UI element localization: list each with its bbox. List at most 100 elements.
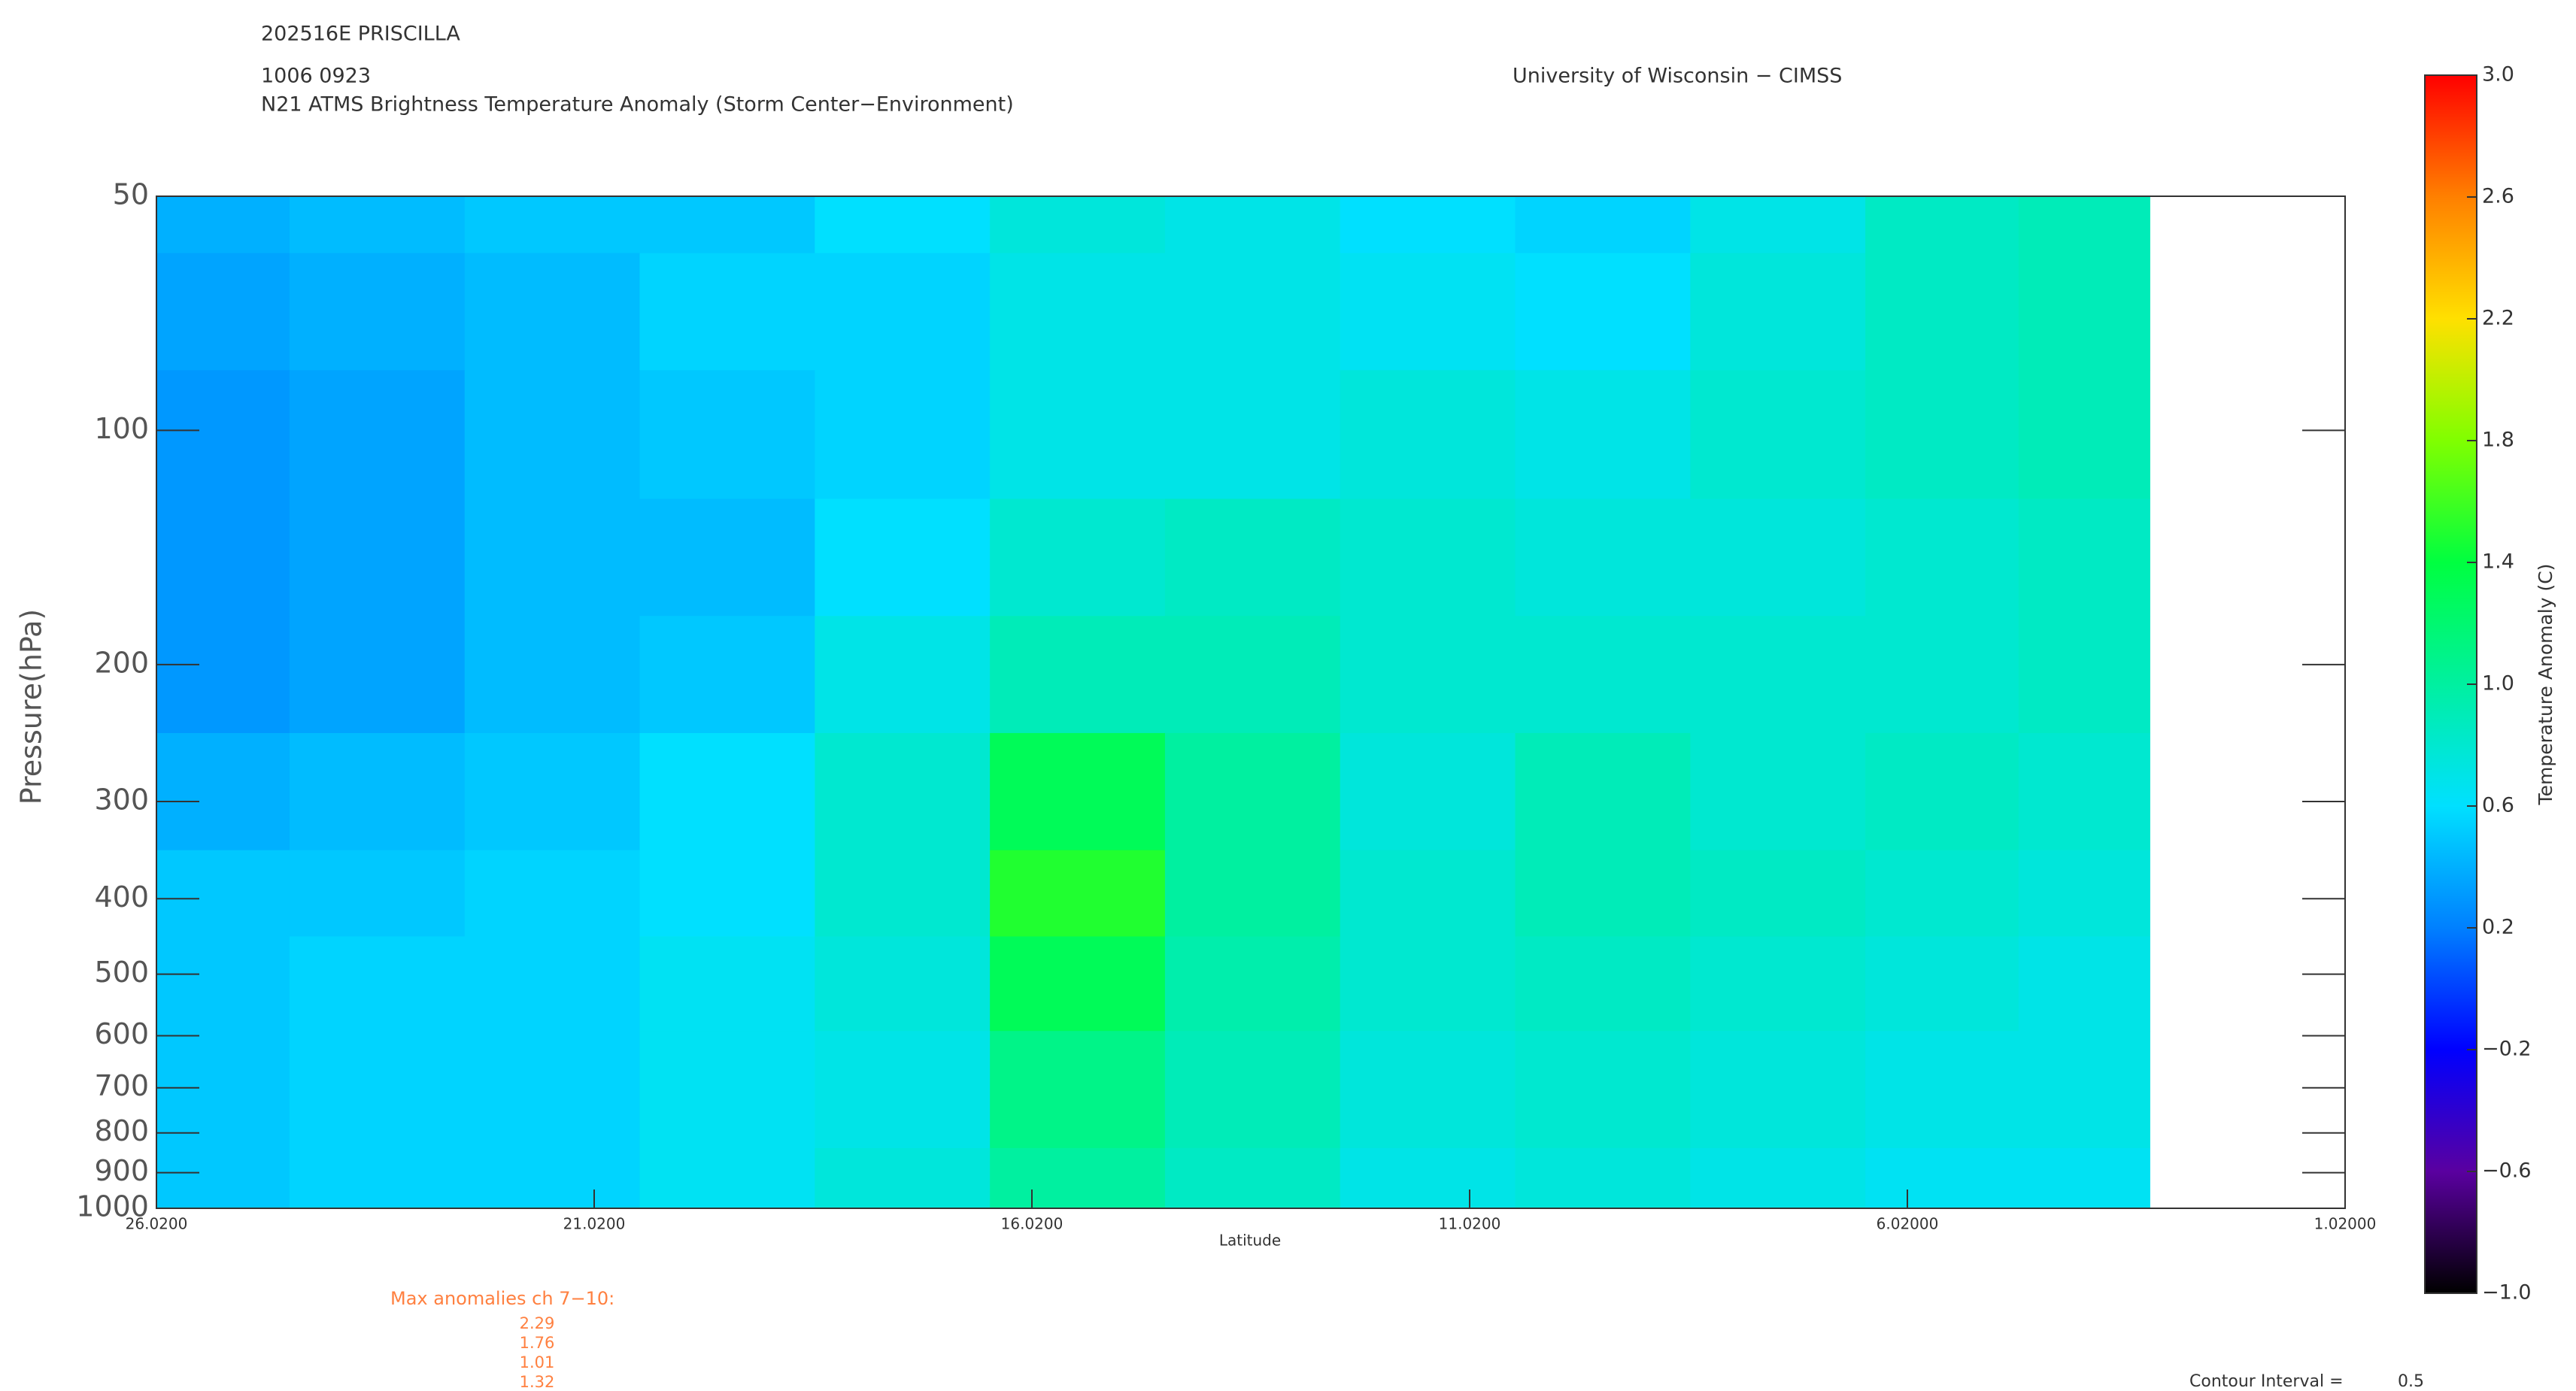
cell	[1340, 1147, 1516, 1209]
colorbar-tick-label: 1.4	[2482, 550, 2514, 574]
cell	[1865, 936, 2019, 1032]
cell	[1515, 1031, 1691, 1149]
x-axis-label: Latitude	[1219, 1232, 1281, 1250]
cell	[1865, 253, 2019, 371]
colorbar-tick-label: −0.6	[2482, 1159, 2532, 1183]
y-tick-label: 300	[94, 783, 149, 817]
y-tick-label: 100	[94, 412, 149, 445]
cell	[2018, 370, 2150, 500]
x-tick-label: 21.0200	[563, 1215, 626, 1233]
storm: 202516E PRISCILLA	[261, 23, 460, 46]
x-tick-label: 6.02000	[1877, 1215, 1939, 1233]
cell	[1865, 616, 2019, 734]
cell	[1690, 616, 1866, 734]
cell	[289, 732, 466, 851]
cell	[156, 253, 290, 371]
cell	[1340, 732, 1516, 851]
cell	[464, 196, 641, 254]
y-tick-label: 50	[113, 178, 149, 211]
cell	[464, 253, 641, 371]
cell	[990, 1147, 1166, 1209]
cell	[2018, 499, 2150, 617]
cell	[990, 253, 1166, 371]
cell	[289, 616, 466, 734]
max-anomaly: 2.29	[520, 1314, 555, 1332]
cell	[1515, 732, 1691, 851]
x-tick-label: 26.0200	[126, 1215, 188, 1233]
cell	[1515, 499, 1691, 617]
cell	[1865, 1031, 2019, 1149]
cell	[464, 732, 641, 851]
cell	[990, 1031, 1166, 1149]
cell	[289, 1147, 466, 1209]
cell	[1340, 253, 1516, 371]
cell	[2018, 850, 2150, 937]
cell	[639, 616, 815, 734]
cell	[639, 1147, 815, 1209]
max-anomalies-title: Max anomalies ch 7−10:	[390, 1288, 614, 1309]
cell	[1340, 499, 1516, 617]
cell	[464, 616, 641, 734]
field	[156, 196, 2150, 1209]
cell	[815, 370, 991, 500]
colorbar-tick-label: −1.0	[2482, 1281, 2532, 1305]
cell	[464, 1147, 641, 1209]
cell	[815, 936, 991, 1032]
cell	[1690, 253, 1866, 371]
cell	[815, 1147, 991, 1209]
y-tick-label: 1000	[76, 1190, 149, 1223]
cell	[1690, 499, 1866, 617]
cell	[639, 196, 815, 254]
max-anomaly: 1.76	[520, 1334, 555, 1352]
x-tick-label: 11.0200	[1439, 1215, 1501, 1233]
cell	[815, 196, 991, 254]
cell	[156, 850, 290, 937]
cell	[990, 936, 1166, 1032]
cell	[1164, 1147, 1341, 1209]
cell	[1865, 732, 2019, 851]
cell	[1340, 616, 1516, 734]
cell	[1515, 936, 1691, 1032]
cell	[2018, 616, 2150, 734]
cell	[156, 196, 290, 254]
cell	[1340, 1031, 1516, 1149]
y-tick-label: 800	[94, 1114, 149, 1147]
cell	[1690, 1147, 1866, 1209]
cell	[639, 850, 815, 937]
colorbar-tick-label: 2.6	[2482, 185, 2514, 208]
cell	[1340, 850, 1516, 937]
max-anomaly: 1.32	[520, 1373, 555, 1391]
cell	[289, 1031, 466, 1149]
cell	[1340, 196, 1516, 254]
colorbar-tick-label: 0.2	[2482, 916, 2514, 939]
cell	[1690, 370, 1866, 500]
cell	[464, 370, 641, 500]
cell	[1515, 616, 1691, 734]
cell	[990, 499, 1166, 617]
cell	[815, 616, 991, 734]
colorbar-label: Temperature Anomaly (C)	[2535, 564, 2556, 806]
cell	[1164, 936, 1341, 1032]
cell	[464, 499, 641, 617]
cell	[289, 196, 466, 254]
source: University of Wisconsin − CIMSS	[1513, 65, 1842, 88]
cell	[1515, 196, 1691, 254]
cell	[639, 936, 815, 1032]
cell	[1515, 1147, 1691, 1209]
cell	[815, 253, 991, 371]
cell	[1164, 253, 1341, 371]
date: 1006 0923	[261, 65, 371, 88]
cell	[289, 370, 466, 500]
cell	[1865, 196, 2019, 254]
contour-interval-label: Contour Interval =	[2189, 1372, 2344, 1391]
cell	[289, 253, 466, 371]
cell	[464, 850, 641, 937]
colorbar-tick-label: 1.8	[2482, 429, 2514, 452]
cell	[1164, 499, 1341, 617]
cell	[1690, 936, 1866, 1032]
cell	[1865, 1147, 2019, 1209]
cell	[990, 370, 1166, 500]
colorbar-tick-label: 1.0	[2482, 672, 2514, 696]
max-anomaly: 1.01	[520, 1353, 555, 1371]
y-tick-label: 700	[94, 1069, 149, 1102]
